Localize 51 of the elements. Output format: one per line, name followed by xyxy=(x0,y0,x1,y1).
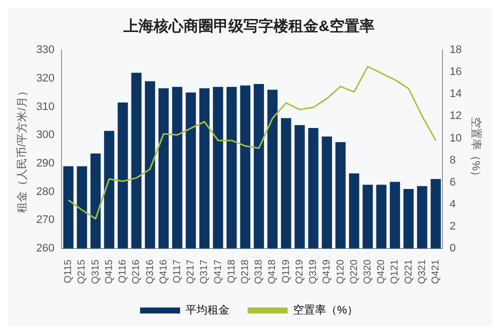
y-tick-label: 320 xyxy=(36,72,55,84)
x-tick-label: Q421 xyxy=(430,259,442,284)
x-tick-label: Q218 xyxy=(240,259,252,284)
x-tick-label: Q318 xyxy=(254,259,265,284)
x-tick-label: Q315 xyxy=(90,259,102,284)
x-tick-label: Q116 xyxy=(118,259,129,284)
y2-tick-label: 18 xyxy=(450,44,462,56)
x-tick-label: Q216 xyxy=(131,259,142,284)
x-tick-label: Q415 xyxy=(104,259,115,284)
x-tick-label: Q118 xyxy=(226,259,238,284)
x-tick-label: Q220 xyxy=(348,259,360,284)
x-tick-label: Q420 xyxy=(376,259,388,284)
x-tick-label: Q215 xyxy=(76,259,88,284)
x-tick-label: Q316 xyxy=(144,259,156,284)
x-tick-label: Q416 xyxy=(158,259,170,284)
x-tick-label: Q419 xyxy=(322,259,333,284)
x-tick-label: Q115 xyxy=(63,259,74,284)
y-tick-label: 290 xyxy=(36,157,55,170)
x-tick-label: Q219 xyxy=(294,259,306,284)
y2-tick-label: 8 xyxy=(450,154,456,166)
y2-tick-label: 6 xyxy=(450,176,456,188)
x-tick-label: Q417 xyxy=(212,259,224,284)
y-tick-label: 280 xyxy=(36,186,55,198)
y-axis-title: 租金（人民币/平方米/月） xyxy=(16,86,29,213)
y2-tick-label: 0 xyxy=(450,242,456,255)
x-tick-label: Q217 xyxy=(186,259,197,284)
y-tick-label: 330 xyxy=(36,44,55,56)
y2-tick-label: 2 xyxy=(450,220,456,233)
x-tick-label: Q119 xyxy=(280,259,292,284)
x-tick-label: Q418 xyxy=(267,259,278,284)
y2-tick-label: 10 xyxy=(450,132,462,144)
x-tick-label: Q319 xyxy=(308,259,320,284)
legend-label: 空置率（%） xyxy=(293,304,358,317)
x-tick-label: Q117 xyxy=(172,259,183,284)
chart-title: 上海核心商圈甲级写字楼租金&空置率 xyxy=(122,17,374,36)
y-tick-label: 260 xyxy=(36,242,55,255)
y-tick-label: 270 xyxy=(36,214,55,226)
x-tick-label: Q120 xyxy=(335,259,346,284)
x-tick-label: Q321 xyxy=(416,259,428,284)
y2-tick-label: 16 xyxy=(450,66,462,78)
x-tick-label: Q317 xyxy=(199,259,210,284)
y-tick-label: 300 xyxy=(36,129,55,142)
y2-tick-label: 14 xyxy=(450,88,462,100)
x-tick-label: Q320 xyxy=(362,259,374,284)
y2-tick-label: 12 xyxy=(450,110,462,122)
y2-axis-title: 空置率（%） xyxy=(469,116,482,182)
legend-label: 平均租金 xyxy=(186,304,230,317)
y-tick-label: 310 xyxy=(36,100,55,113)
y2-tick-label: 4 xyxy=(450,198,456,210)
x-tick-label: Q221 xyxy=(403,259,414,284)
x-tick-label: Q121 xyxy=(390,259,401,284)
